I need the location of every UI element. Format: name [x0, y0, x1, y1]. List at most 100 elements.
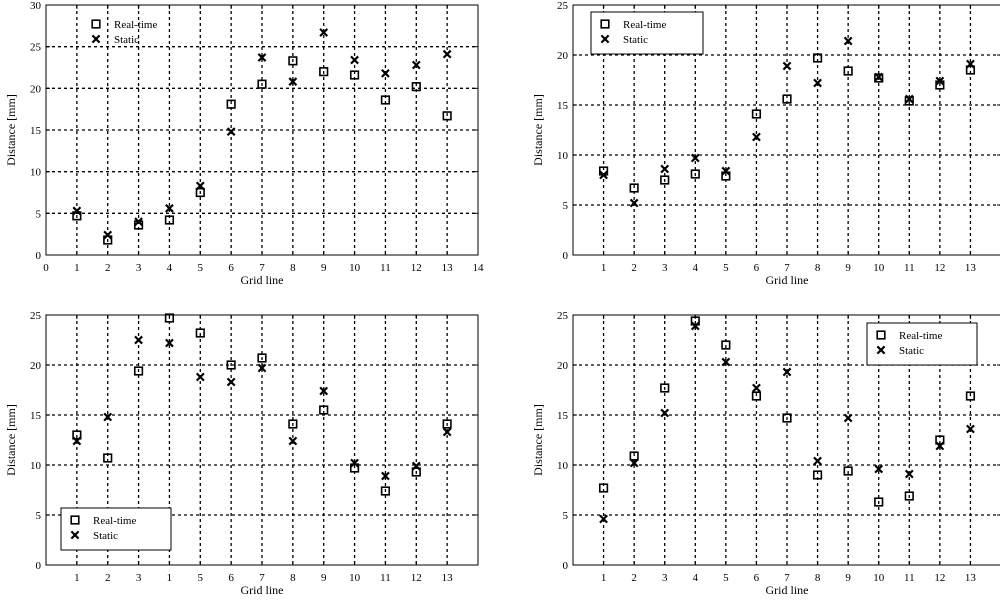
- x-axis-label: Grid line: [766, 273, 809, 287]
- data-point-x: [813, 456, 822, 466]
- legend-frame: [590, 11, 704, 55]
- y-tick-label: 20: [30, 360, 42, 372]
- data-point-square: [319, 67, 329, 77]
- data-point-x: [319, 28, 329, 37]
- data-point-x: [690, 153, 700, 163]
- data-point-square: [874, 73, 884, 83]
- y-tick-label: 0: [36, 560, 42, 572]
- legend-marker-square: [70, 515, 80, 525]
- data-point-x: [813, 78, 822, 88]
- data-point-square: [751, 391, 762, 401]
- data-point-x: [226, 377, 236, 387]
- series-static: [72, 28, 452, 240]
- legend-label: Static: [623, 34, 648, 46]
- x-tick-label: 13: [965, 572, 977, 584]
- data-point-x: [721, 166, 731, 176]
- x-tick-label: 10: [349, 572, 361, 584]
- x-tick-label: 11: [380, 262, 391, 274]
- data-point-square: [380, 95, 391, 105]
- data-point-square: [442, 419, 452, 429]
- legend-label: Static: [93, 530, 118, 542]
- x-tick-label: 3: [662, 262, 668, 274]
- y-tick-label: 15: [30, 125, 42, 137]
- x-tick-label: 1: [74, 572, 80, 584]
- x-tick-label: 1: [601, 262, 607, 274]
- data-point-x: [782, 367, 792, 377]
- y-tick-label: 10: [30, 167, 42, 179]
- data-point-square: [904, 96, 914, 106]
- data-point-square: [411, 82, 421, 92]
- legend: Real-time Static: [91, 19, 157, 46]
- legend-marker-square: [876, 330, 886, 340]
- y-tick-label: 15: [557, 410, 569, 422]
- data-point-x: [966, 59, 975, 69]
- data-point-square: [349, 70, 360, 80]
- x-tick-label: 8: [290, 572, 296, 584]
- x-tick-label: 2: [105, 262, 111, 274]
- y-tick-label: 5: [563, 510, 569, 522]
- data-point-square: [380, 486, 391, 496]
- legend: Real-time Static: [590, 11, 704, 55]
- data-point-square: [288, 419, 298, 429]
- data-point-x: [411, 461, 421, 471]
- data-point-square: [411, 467, 421, 477]
- data-point-square: [195, 187, 205, 198]
- x-tick-label: 6: [754, 262, 760, 274]
- data-point-x: [843, 413, 853, 423]
- x-tick-label: 7: [784, 572, 790, 584]
- y-tick-label: 25: [557, 0, 569, 12]
- y-tick-label: 0: [36, 250, 42, 262]
- data-point-x: [935, 441, 945, 451]
- data-point-x: [226, 127, 236, 137]
- y-axis-label: Distance [mm]: [4, 404, 18, 476]
- x-tick-label: 4: [693, 262, 699, 274]
- data-point-x: [874, 72, 884, 82]
- x-tick-label: 12: [934, 572, 945, 584]
- x-axis-label: Grid line: [241, 583, 284, 597]
- data-point-x: [599, 514, 608, 524]
- data-point-square: [598, 483, 609, 493]
- data-point-square: [442, 111, 452, 121]
- data-point-x: [874, 464, 884, 474]
- legend-marker-x: [600, 34, 610, 44]
- x-tick-label: 5: [198, 572, 204, 584]
- y-tick-label: 20: [30, 83, 42, 95]
- legend-marker-square: [91, 19, 101, 29]
- data-point-square: [874, 497, 884, 507]
- x-tick-label: 3: [136, 262, 142, 274]
- data-point-x: [195, 181, 205, 191]
- x-tick-label: 2: [105, 572, 111, 584]
- data-point-x: [165, 203, 174, 213]
- data-point-square: [319, 405, 329, 415]
- series-real-time: [72, 313, 452, 496]
- data-point-x: [134, 335, 143, 345]
- data-point-x: [411, 60, 421, 70]
- x-tick-label: 9: [845, 262, 851, 274]
- data-point-x: [599, 170, 608, 180]
- data-point-square: [843, 466, 853, 476]
- data-point-x: [350, 55, 359, 65]
- data-point-square: [690, 169, 700, 179]
- x-tick-label: 5: [723, 572, 729, 584]
- legend-label: Real-time: [114, 19, 157, 31]
- x-tick-label: 9: [321, 572, 327, 584]
- legend-frame: [60, 507, 172, 551]
- x-tick-label: 6: [228, 262, 234, 274]
- data-point-square: [288, 56, 298, 66]
- x-axis-label: Grid line: [766, 583, 809, 597]
- data-point-x: [195, 372, 205, 382]
- data-point-square: [164, 313, 175, 323]
- x-tick-label: 1: [74, 262, 80, 274]
- y-tick-label: 5: [563, 200, 569, 212]
- data-point-x: [843, 36, 853, 46]
- x-tick-label: 13: [442, 262, 454, 274]
- legend: Real-time Static: [60, 507, 172, 551]
- data-point-x: [629, 198, 639, 208]
- data-point-square: [257, 79, 267, 89]
- data-point-x: [782, 61, 792, 71]
- y-tick-label: 25: [30, 310, 42, 322]
